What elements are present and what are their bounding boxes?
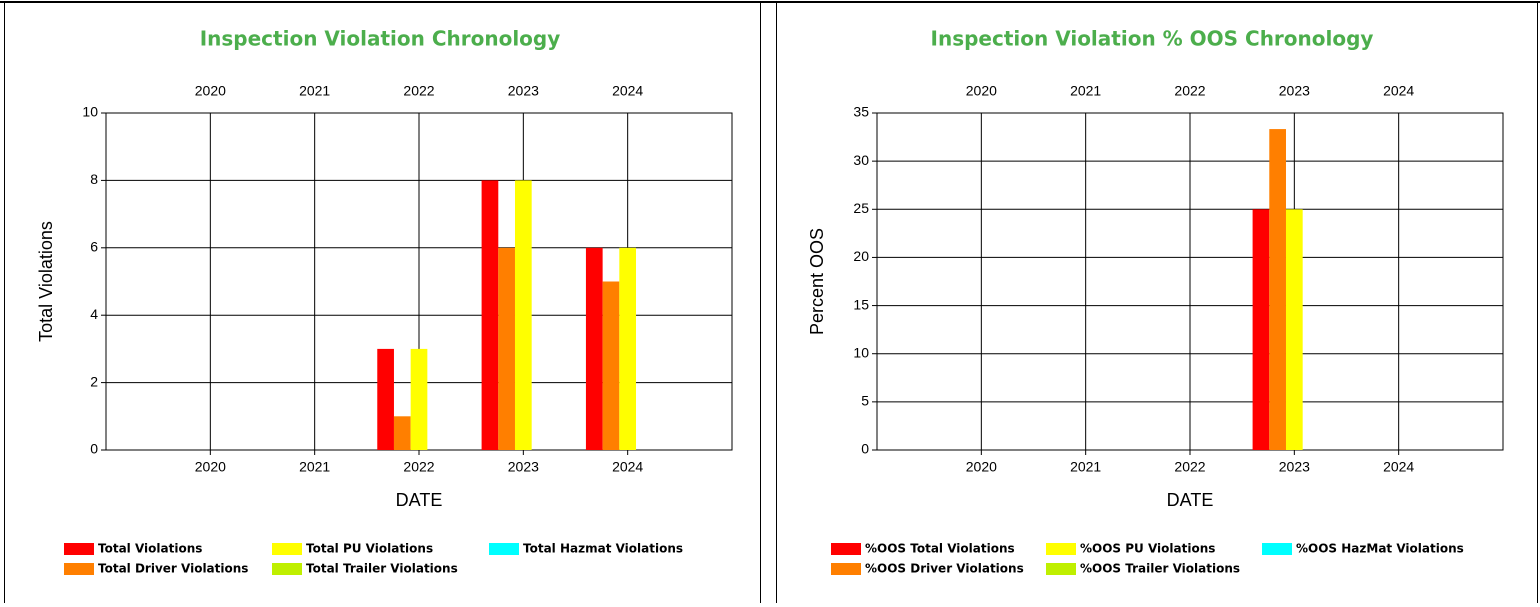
legend-swatch — [64, 543, 94, 555]
bar — [393, 416, 411, 450]
y-tick-label: 30 — [853, 152, 869, 168]
x-axis-label: DATE — [396, 490, 443, 510]
bar — [498, 247, 515, 450]
legend-swatch — [831, 563, 861, 575]
y-tick-label: 10 — [853, 344, 869, 360]
bar — [410, 348, 428, 450]
x-axis-label: DATE — [1167, 490, 1214, 510]
y-tick-label: 20 — [853, 248, 869, 264]
y-tick-label: 25 — [853, 200, 869, 216]
y-axis-label: Percent OOS — [807, 228, 827, 335]
x-tick-label: 2021 — [299, 459, 330, 475]
x-tick-label: 2020 — [195, 459, 226, 475]
x-tick-label-top: 2022 — [403, 83, 434, 99]
legend-swatch — [1046, 543, 1076, 555]
y-tick-label: 35 — [853, 104, 869, 120]
y-axis-label: Total Violations — [36, 221, 56, 342]
x-tick-label-top: 2024 — [612, 83, 643, 99]
bar — [514, 180, 532, 450]
x-tick-label-top: 2023 — [508, 83, 539, 99]
y-tick-label: 0 — [90, 441, 98, 457]
chart-title: Inspection Violation % OOS Chronology — [931, 27, 1374, 51]
legend-label: Total Violations — [98, 542, 202, 556]
y-tick-label: 4 — [90, 306, 98, 322]
x-tick-label: 2020 — [966, 459, 997, 475]
chart-title: Inspection Violation Chronology — [200, 27, 561, 51]
x-tick-label: 2022 — [1174, 459, 1205, 475]
legend-swatch — [831, 543, 861, 555]
legend-swatch — [272, 563, 302, 575]
legend-swatch — [272, 543, 302, 555]
legend-label: Total Hazmat Violations — [523, 542, 683, 556]
legend-label: %OOS Total Violations — [865, 542, 1015, 556]
y-tick-label: 10 — [82, 104, 98, 120]
bar — [1285, 209, 1303, 450]
legend-label: %OOS Trailer Violations — [1080, 562, 1240, 576]
legend-swatch — [1262, 543, 1292, 555]
x-tick-label: 2021 — [1070, 459, 1101, 475]
x-tick-label: 2022 — [403, 459, 434, 475]
x-tick-label: 2024 — [1383, 459, 1414, 475]
y-tick-label: 5 — [861, 393, 869, 409]
legend-label: Total Trailer Violations — [306, 562, 458, 576]
legend-swatch — [1046, 563, 1076, 575]
legend-swatch — [489, 543, 519, 555]
x-tick-label-top: 2020 — [966, 83, 997, 99]
x-tick-label-top: 2020 — [195, 83, 226, 99]
x-tick-label-top: 2022 — [1174, 83, 1205, 99]
bar — [1269, 129, 1286, 450]
legend-label: Total Driver Violations — [98, 562, 248, 576]
bar — [481, 180, 499, 450]
legend-label: %OOS HazMat Violations — [1296, 542, 1464, 556]
legend-label: %OOS PU Violations — [1080, 542, 1215, 556]
y-tick-label: 2 — [90, 373, 98, 389]
x-tick-label-top: 2024 — [1383, 83, 1414, 99]
y-tick-label: 0 — [861, 441, 869, 457]
x-tick-label-top: 2023 — [1279, 83, 1310, 99]
bar — [585, 247, 603, 450]
x-tick-label: 2023 — [508, 459, 539, 475]
bar — [602, 281, 620, 450]
x-tick-label: 2024 — [612, 459, 643, 475]
bar — [377, 348, 394, 450]
x-tick-label-top: 2021 — [299, 83, 330, 99]
legend-swatch — [64, 563, 94, 575]
y-tick-label: 6 — [90, 239, 98, 255]
legend-label: Total PU Violations — [306, 542, 433, 556]
y-tick-label: 8 — [90, 171, 98, 187]
x-tick-label: 2023 — [1279, 459, 1310, 475]
bar — [1252, 209, 1270, 450]
legend-label: %OOS Driver Violations — [865, 562, 1024, 576]
bar — [619, 247, 637, 450]
x-tick-label-top: 2021 — [1070, 83, 1101, 99]
y-tick-label: 15 — [853, 296, 869, 312]
